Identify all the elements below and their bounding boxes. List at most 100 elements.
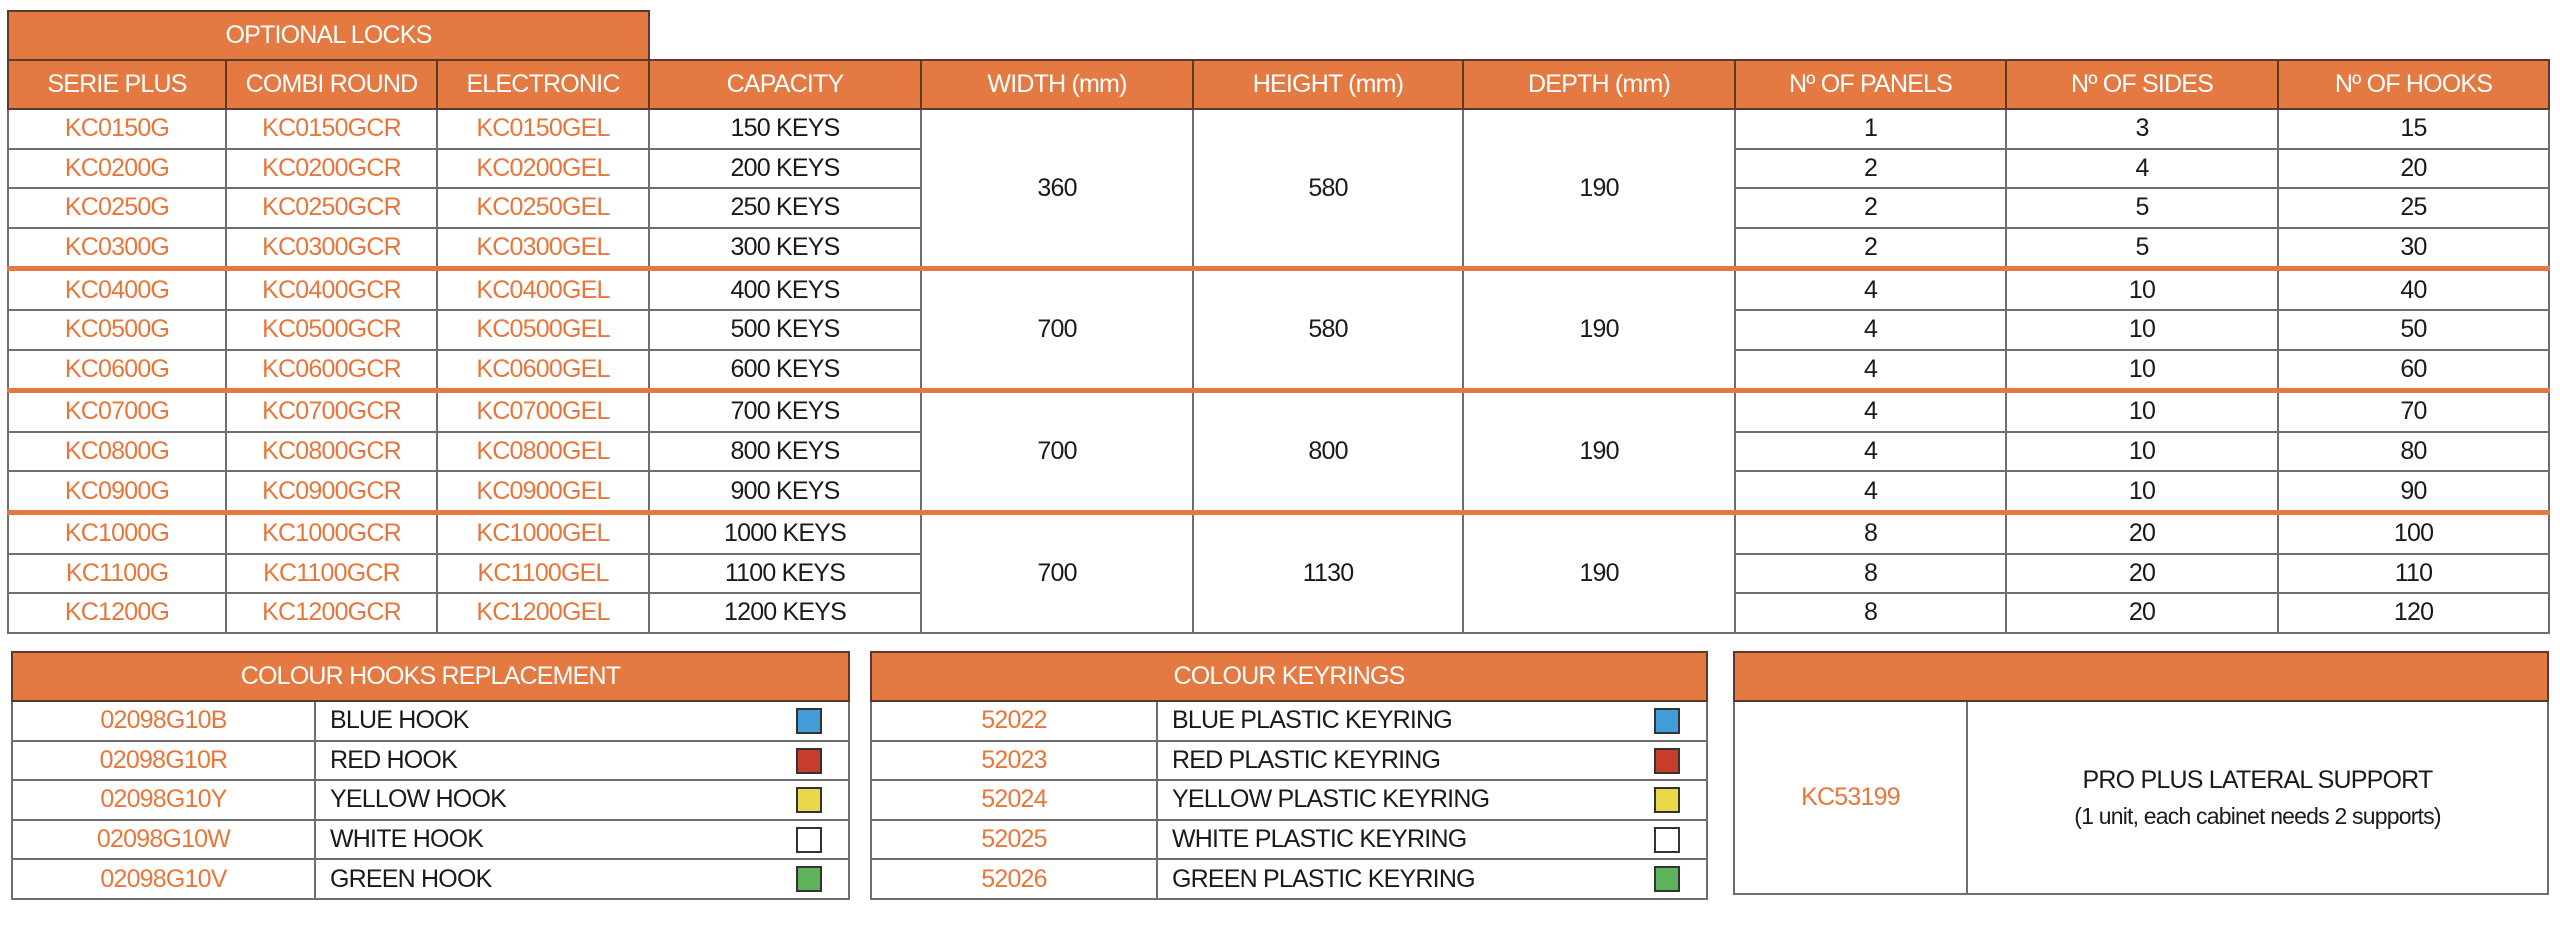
product-name-cell: GREEN PLASTIC KEYRING bbox=[1155, 858, 1709, 900]
serie-plus-code: KC0150G bbox=[7, 108, 227, 150]
sides-count: 10 bbox=[2005, 430, 2280, 473]
product-name-cell: RED HOOK bbox=[313, 739, 851, 782]
table-row: KC0900G KC0900GCR KC0900GEL 900 KEYS 4 10 90 bbox=[7, 470, 2551, 514]
electronic-code: KC1100GEL bbox=[435, 552, 651, 595]
product-code: 02098G10Y bbox=[11, 779, 316, 821]
combi-round-code: KC0400GCR bbox=[225, 266, 438, 311]
product-name-cell: WHITE PLASTIC KEYRING bbox=[1155, 818, 1709, 861]
colour-swatch-icon bbox=[796, 708, 823, 734]
combi-round-code: KC0600GCR bbox=[225, 348, 438, 392]
combi-round-code: KC0250GCR bbox=[225, 187, 438, 229]
product-name: BLUE PLASTIC KEYRING bbox=[1172, 706, 1453, 735]
depth-mm: 190 bbox=[1462, 266, 1737, 392]
capacity: 200 KEYS bbox=[648, 147, 923, 190]
serie-plus-code: KC1000G bbox=[7, 509, 227, 555]
product-name: YELLOW HOOK bbox=[330, 785, 507, 814]
combi-round-code: KC0900GCR bbox=[225, 470, 438, 514]
electronic-code: KC0700GEL bbox=[435, 388, 651, 433]
hooks-count: 20 bbox=[2277, 147, 2551, 190]
table-row: KC0800G KC0800GCR KC0800GEL 800 KEYS 4 10 80 bbox=[7, 430, 2551, 473]
column-header: HEIGHT (mm) bbox=[1192, 59, 1465, 110]
sides-count: 10 bbox=[2005, 388, 2280, 433]
product-code: 02098G10V bbox=[11, 858, 316, 900]
support-description: PRO PLUS LATERAL SUPPORT (1 unit, each c… bbox=[1966, 700, 2549, 895]
width-mm: 700 bbox=[920, 266, 1195, 392]
optional-locks-header: OPTIONAL LOCKS bbox=[6, 10, 651, 61]
colour-swatch-icon bbox=[1654, 747, 1681, 774]
product-name: WHITE HOOK bbox=[330, 825, 484, 854]
sides-count: 5 bbox=[2005, 226, 2280, 270]
panels-count: 2 bbox=[1734, 147, 2008, 190]
colour-swatch-icon bbox=[796, 787, 823, 814]
product-code: 52026 bbox=[870, 858, 1158, 900]
combi-round-code: KC0150GCR bbox=[225, 108, 438, 150]
serie-plus-code: KC0400G bbox=[7, 266, 227, 311]
electronic-code: KC1200GEL bbox=[435, 592, 651, 634]
electronic-code: KC0200GEL bbox=[435, 147, 651, 190]
sides-count: 4 bbox=[2005, 147, 2280, 190]
serie-plus-code: KC0800G bbox=[7, 430, 227, 473]
table-row: KC0200G KC0200GCR KC0200GEL 200 KEYS 2 4 20 bbox=[7, 147, 2551, 190]
support-note: (1 unit, each cabinet needs 2 supports) bbox=[2074, 802, 2441, 829]
panels-count: 4 bbox=[1734, 266, 2008, 311]
capacity: 1200 KEYS bbox=[648, 592, 923, 634]
serie-plus-code: KC0600G bbox=[7, 348, 227, 392]
list-item: 02098G10W WHITE HOOK bbox=[11, 818, 851, 861]
table-row: KC0500G KC0500GCR KC0500GEL 500 KEYS 4 10 50 bbox=[7, 308, 2551, 351]
product-name-cell: RED PLASTIC KEYRING bbox=[1155, 739, 1709, 782]
hooks-count: 70 bbox=[2277, 388, 2551, 433]
serie-plus-code: KC0700G bbox=[7, 388, 227, 433]
list-item: 02098G10Y YELLOW HOOK bbox=[11, 779, 851, 821]
capacity: 900 KEYS bbox=[648, 470, 923, 514]
panels-count: 2 bbox=[1734, 226, 2008, 270]
colour-keyrings-title: COLOUR KEYRINGS bbox=[869, 651, 1709, 702]
list-item: 52024 YELLOW PLASTIC KEYRING bbox=[870, 779, 1709, 821]
column-header: Nº OF PANELS bbox=[1734, 59, 2008, 110]
support-code: KC53199 bbox=[1733, 700, 1968, 895]
product-name: BLUE HOOK bbox=[330, 706, 469, 735]
product-code: 02098G10R bbox=[11, 739, 316, 782]
product-code: 52022 bbox=[870, 700, 1158, 742]
sides-count: 10 bbox=[2005, 348, 2280, 392]
sides-count: 3 bbox=[2005, 108, 2280, 150]
panels-count: 8 bbox=[1734, 592, 2008, 634]
list-item: 52025 WHITE PLASTIC KEYRING bbox=[870, 818, 1709, 861]
table-row: KC1000G KC1000GCR KC1000GEL 1000 KEYS 700 113… bbox=[7, 509, 2551, 634]
hooks-count: 60 bbox=[2277, 348, 2551, 392]
colour-swatch-icon bbox=[796, 747, 823, 774]
list-item: 52022 BLUE PLASTIC KEYRING bbox=[870, 700, 1709, 742]
serie-plus-code: KC0300G bbox=[7, 226, 227, 270]
colour-swatch-icon bbox=[1654, 708, 1681, 734]
serie-plus-code: KC0500G bbox=[7, 308, 227, 351]
combi-round-code: KC0300GCR bbox=[225, 226, 438, 270]
hooks-count: 80 bbox=[2277, 430, 2551, 473]
colour-swatch-icon bbox=[796, 866, 823, 893]
column-header: CAPACITY bbox=[648, 59, 923, 110]
support-name: PRO PLUS LATERAL SUPPORT bbox=[2082, 765, 2434, 794]
product-code: 52023 bbox=[870, 739, 1158, 782]
combi-round-code: KC0700GCR bbox=[225, 388, 438, 433]
hooks-count: 50 bbox=[2277, 308, 2551, 351]
sides-count: 20 bbox=[2005, 592, 2280, 634]
panels-count: 4 bbox=[1734, 308, 2008, 351]
colour-swatch-icon bbox=[796, 826, 823, 853]
product-name: GREEN PLASTIC KEYRING bbox=[1172, 864, 1476, 893]
colour-swatch-icon bbox=[1654, 866, 1681, 893]
height-mm: 1130 bbox=[1192, 509, 1465, 634]
sides-count: 20 bbox=[2005, 552, 2280, 595]
panels-count: 8 bbox=[1734, 552, 2008, 595]
product-name: WHITE PLASTIC KEYRING bbox=[1172, 825, 1467, 854]
list-item: 52023 RED PLASTIC KEYRING bbox=[870, 739, 1709, 782]
depth-mm: 190 bbox=[1462, 388, 1737, 514]
column-header: COMBI ROUND bbox=[225, 59, 438, 110]
colour-hooks-table: COLOUR HOOKS REPLACEMENT 02098G10B BLUE H… bbox=[10, 651, 851, 900]
colour-swatch-icon bbox=[1654, 826, 1681, 853]
product-name: YELLOW PLASTIC KEYRING bbox=[1172, 785, 1490, 814]
capacity: 400 KEYS bbox=[648, 266, 923, 311]
hooks-count: 110 bbox=[2277, 552, 2551, 595]
hooks-count: 100 bbox=[2277, 509, 2551, 555]
combi-round-code: KC1200GCR bbox=[225, 592, 438, 634]
serie-plus-code: KC0900G bbox=[7, 470, 227, 514]
table-row: KC0250G KC0250GCR KC0250GEL 250 KEYS 2 5 25 bbox=[7, 187, 2551, 229]
combi-round-code: KC1100GCR bbox=[225, 552, 438, 595]
